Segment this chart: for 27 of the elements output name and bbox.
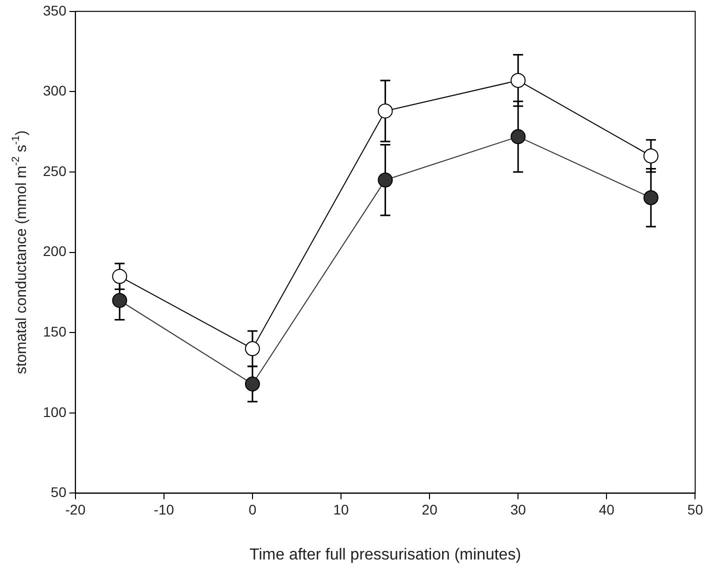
x-tick-label: 0	[248, 501, 257, 518]
point	[510, 72, 526, 88]
x-tick-label: 20	[422, 501, 438, 518]
x-tick-label: 50	[687, 501, 704, 518]
y-tick-label: 300	[43, 82, 67, 99]
point	[378, 103, 393, 118]
x-tick-label: -20	[65, 501, 86, 518]
point	[244, 341, 260, 356]
y-tick-label: 250	[43, 162, 67, 179]
point	[112, 292, 128, 308]
point	[112, 268, 128, 284]
x-tick-label: 40	[598, 501, 615, 518]
y-tick-label: 100	[43, 404, 67, 420]
point	[378, 172, 393, 188]
y-tick-label: 150	[43, 323, 67, 340]
y-tick-label: 50	[50, 484, 67, 500]
y-tick-label: 200	[43, 243, 67, 260]
y-axis-title: stomatal conductance (mmol m-2 s-1)	[10, 130, 30, 374]
point	[510, 129, 526, 144]
point	[244, 376, 260, 392]
x-tick-label: 10	[333, 501, 350, 518]
point	[643, 190, 658, 206]
y-tick-label: 350	[43, 2, 67, 18]
x-tick-label: -10	[154, 501, 174, 518]
x-axis-title: Time after full pressurisation (minutes)	[250, 546, 522, 564]
point	[643, 148, 658, 164]
x-tick-label: 30	[510, 501, 526, 518]
